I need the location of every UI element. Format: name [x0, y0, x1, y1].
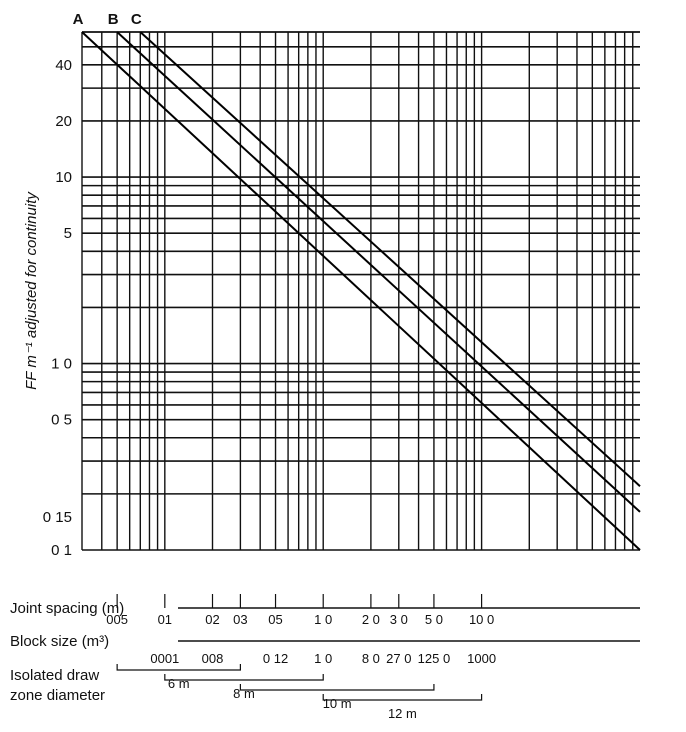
draw-zone-bracket-label: 10 m — [323, 696, 352, 711]
joint-spacing-tick-label: 2 0 — [362, 612, 380, 627]
y-tick-label: 20 — [55, 113, 72, 130]
draw-zone-bracket-label: 12 m — [388, 706, 417, 721]
y-tick-label: 40 — [55, 57, 72, 74]
series-label-b: B — [108, 11, 119, 28]
chart-scales: Joint spacing (m)005 01 02 03 05 1 0 2 0 3 0 5 0… — [10, 594, 640, 721]
draw-zone-bracket — [116, 664, 241, 671]
joint-spacing-tick-label: 005 — [106, 612, 128, 627]
block-size-tick-label: 8 0 — [362, 651, 380, 666]
draw-zone-label-line1: Isolated draw — [10, 667, 99, 684]
joint-spacing-tick-label: 03 — [233, 612, 247, 627]
block-size-tick-label: 1 0 — [314, 651, 332, 666]
draw-zone-bracket-label: 6 m — [168, 676, 190, 691]
series-label-a: A — [73, 11, 84, 28]
joint-spacing-label: Joint spacing (m) — [10, 600, 124, 617]
series-line-c — [139, 31, 641, 487]
chart-labels: A B C 40 20 10 5 1 0 0 5 0 15 0 1 FF m⁻¹ adjusted f… — [23, 11, 142, 559]
block-size-tick-label: 125 0 — [418, 651, 451, 666]
series-line-a — [81, 31, 641, 551]
draw-zone-bracket-label: 8 m — [233, 686, 255, 701]
y-axis-label: FF m⁻¹ adjusted for continuity — [23, 191, 40, 390]
draw-zone-label-line2: zone diameter — [10, 687, 105, 704]
y-tick-label: 0 1 — [51, 542, 72, 559]
joint-spacing-tick-label: 1 0 — [314, 612, 332, 627]
draw-zone-bracket — [164, 674, 324, 681]
series-label-c: C — [131, 11, 142, 28]
joint-spacing-tick-label: 5 0 — [425, 612, 443, 627]
joint-spacing-tick-label: 10 0 — [469, 612, 494, 627]
chart-grid — [81, 31, 640, 551]
draw-zone-bracket — [239, 684, 435, 691]
block-size-tick-label: 27 0 — [386, 651, 411, 666]
draw-zone-bracket — [322, 694, 483, 701]
block-size-label: Block size (m³) — [10, 633, 109, 650]
joint-spacing-tick-label: 02 — [205, 612, 219, 627]
y-tick-label: 0 15 — [43, 509, 72, 526]
series-line-b — [116, 31, 641, 513]
y-tick-label: 5 — [64, 225, 72, 242]
block-size-tick-label: 008 — [202, 651, 224, 666]
y-tick-label: 10 — [55, 169, 72, 186]
y-tick-label: 1 0 — [51, 356, 72, 373]
block-size-tick-label: 0 12 — [263, 651, 288, 666]
joint-spacing-tick-label: 01 — [158, 612, 172, 627]
joint-spacing-tick-label: 05 — [268, 612, 282, 627]
joint-spacing-tick-label: 3 0 — [390, 612, 408, 627]
chart-series — [81, 31, 641, 551]
block-size-tick-label: 1000 — [467, 651, 496, 666]
block-size-tick-label: 0001 — [150, 651, 179, 666]
y-tick-label: 0 5 — [51, 412, 72, 429]
